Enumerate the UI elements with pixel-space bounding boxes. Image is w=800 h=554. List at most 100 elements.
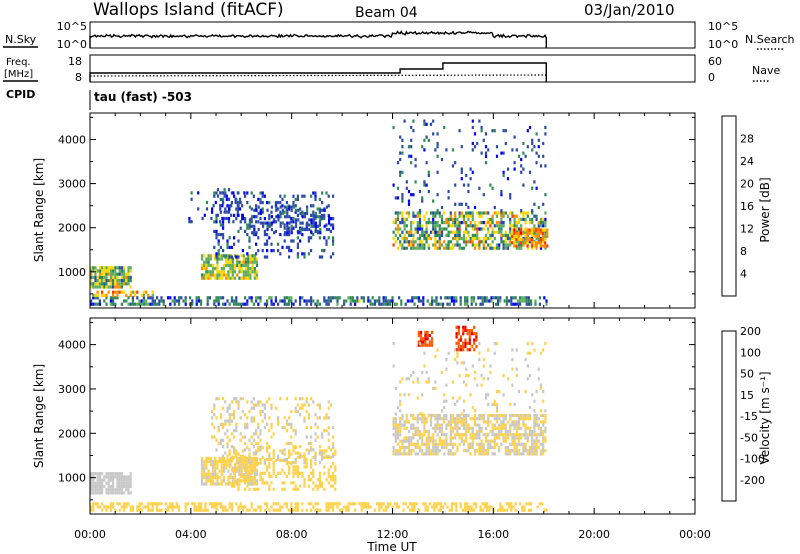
heatmap-cell (219, 438, 222, 442)
heatmap-cell (416, 246, 419, 250)
heatmap-cell (468, 335, 471, 339)
heatmap-cell (270, 249, 273, 253)
heatmap-cell (521, 508, 524, 512)
heatmap-cell (250, 207, 253, 211)
heatmap-cell (476, 417, 479, 421)
heatmap-cell (295, 208, 298, 212)
heatmap-cell (423, 351, 426, 355)
heatmap-cell (443, 420, 446, 424)
heatmap-cell (325, 191, 328, 195)
heatmap-cell (392, 364, 395, 368)
heatmap-cell (274, 502, 277, 506)
heatmap-cell (219, 416, 222, 420)
heatmap-cell (537, 145, 540, 149)
heatmap-cell (226, 454, 229, 458)
heatmap-cell (358, 299, 361, 303)
heatmap-cell (240, 267, 243, 271)
heatmap-cell (445, 243, 448, 247)
heatmap-cell (539, 351, 543, 355)
heatmap-cell (250, 296, 253, 300)
heatmap-cell (257, 236, 260, 240)
heatmap-cell (493, 442, 496, 446)
heatmap-cell (200, 299, 203, 303)
heatmap-cell (263, 302, 266, 306)
heatmap-cell (301, 221, 304, 225)
heatmap-cell (423, 180, 426, 184)
heatmap-cell (274, 458, 277, 463)
heatmap-cell (253, 227, 256, 232)
heatmap-cell (220, 460, 223, 464)
heatmap-cell (178, 299, 181, 303)
heatmap-cell (224, 255, 227, 259)
heatmap-cell (268, 213, 271, 217)
heatmap-cell (524, 211, 527, 215)
heatmap-cell (515, 413, 518, 418)
heatmap-cell (531, 209, 534, 213)
heatmap-cell (321, 449, 324, 453)
heatmap-cell (105, 472, 108, 476)
heatmap-cell (389, 502, 392, 506)
heatmap-cell (118, 484, 121, 489)
heatmap-cell (336, 505, 339, 509)
heatmap-cell (123, 481, 126, 485)
heatmap-cell (220, 267, 223, 271)
heatmap-cell (412, 449, 415, 453)
heatmap-cell (473, 423, 477, 427)
heatmap-cell (467, 211, 470, 215)
heatmap-cell (252, 445, 255, 449)
heatmap-cell (405, 436, 408, 440)
heatmap-cell (430, 343, 434, 347)
heatmap-cell (371, 302, 374, 306)
heatmap-cell (456, 217, 459, 221)
heatmap-cell (142, 299, 145, 303)
heatmap-cell (226, 457, 229, 462)
heatmap-cell (530, 244, 533, 248)
heatmap-cell (469, 240, 472, 244)
heatmap-cell (533, 413, 536, 418)
heatmap-cell (216, 482, 219, 486)
heatmap-cell (457, 338, 460, 342)
heatmap-cell (292, 465, 295, 469)
heatmap-cell (410, 138, 413, 142)
heatmap-cell (262, 224, 265, 228)
heatmap-cell (491, 240, 494, 244)
heatmap-cell (233, 429, 236, 433)
heatmap-cell (382, 502, 385, 506)
heatmap-cell (449, 436, 452, 440)
heatmap-cell (229, 276, 232, 280)
heatmap-cell (227, 197, 231, 201)
heatmap-cell (513, 402, 516, 406)
heatmap-cell (310, 218, 313, 222)
heatmap-cell (222, 463, 226, 467)
heatmap-cell (325, 239, 328, 243)
heatmap-cell (511, 433, 514, 437)
heatmap-cell (246, 508, 249, 512)
heatmap-cell (458, 396, 461, 400)
heatmap-cell (440, 370, 444, 374)
heatmap-cell (109, 269, 112, 273)
heatmap-cell (512, 296, 515, 300)
heatmap-cell (445, 439, 448, 443)
heatmap-cell (314, 224, 317, 228)
heatmap-cell (469, 237, 472, 241)
heatmap-cell (334, 296, 337, 300)
heatmap-cell (288, 207, 291, 211)
heatmap-cell (440, 233, 444, 237)
heatmap-cell (98, 299, 101, 303)
heatmap-cell (255, 451, 258, 455)
heatmap-cell (526, 234, 529, 238)
heatmap-cell (524, 442, 527, 446)
heatmap-cell (392, 183, 395, 187)
heatmap-cell (502, 374, 505, 378)
heatmap-cell (466, 508, 469, 512)
heatmap-cell (253, 208, 256, 212)
heatmap-cell (226, 445, 229, 449)
heatmap-cell (114, 508, 117, 512)
heatmap-cell (237, 400, 240, 404)
heatmap-cell (118, 472, 121, 476)
heatmap-cell (473, 420, 477, 424)
heatmap-cell (112, 275, 115, 279)
heatmap-cell (305, 435, 308, 439)
heatmap-cell (526, 439, 529, 443)
heatmap-cell (252, 432, 255, 436)
